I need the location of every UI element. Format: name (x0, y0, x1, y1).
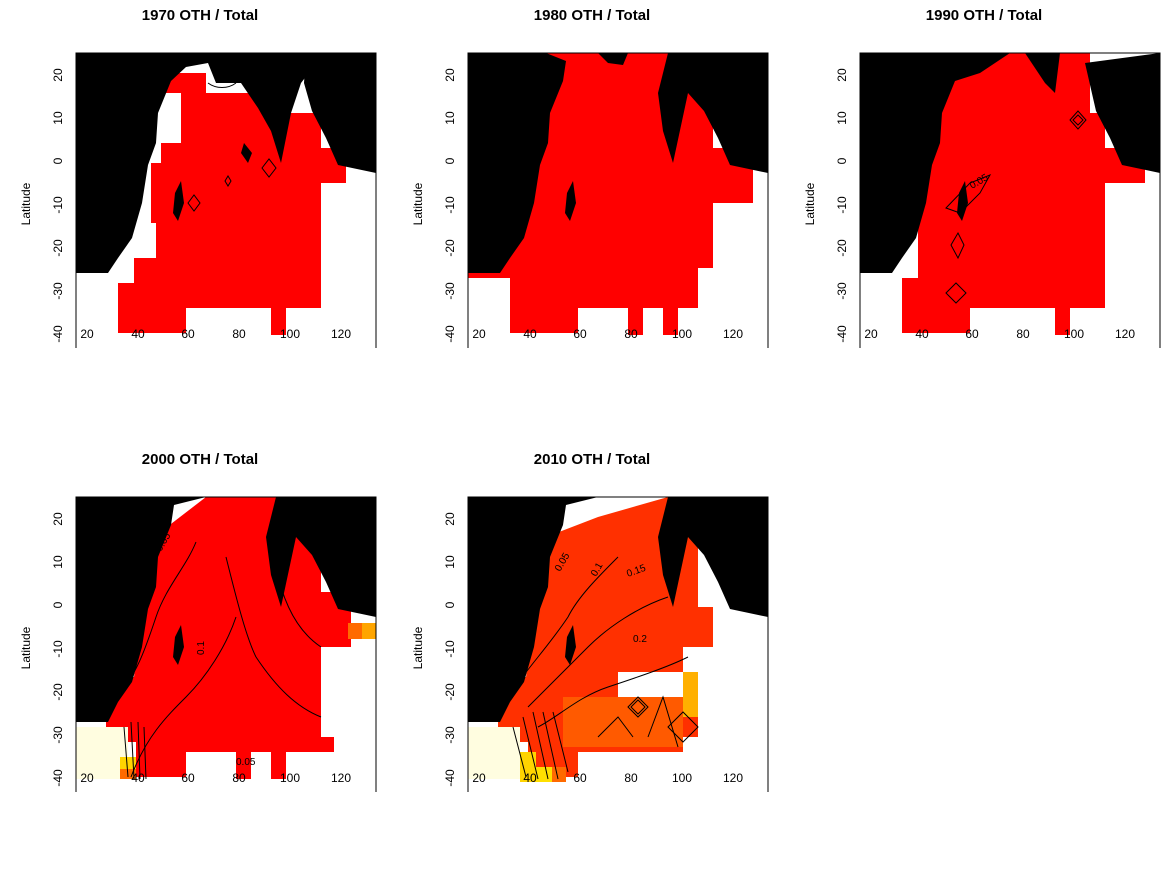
y-tick-label: 10 (443, 111, 457, 125)
x-tick-label: 20 (472, 327, 486, 341)
x-tick-label: 40 (523, 327, 537, 341)
x-tick-label: 80 (624, 327, 638, 341)
x-tick-label: 60 (573, 771, 587, 785)
x-tick-label: 100 (672, 771, 692, 785)
y-tick-label: -30 (443, 726, 457, 744)
x-tick-label: 100 (672, 327, 692, 341)
y-tick-label: 20 (51, 512, 65, 526)
y-tick-label: -40 (835, 325, 849, 343)
x-tick-label: 20 (864, 327, 878, 341)
x-tick-label: 60 (965, 327, 979, 341)
y-tick-label: 20 (443, 68, 457, 82)
contour-label: 0.05 (236, 757, 256, 768)
x-tick-label: 40 (131, 771, 145, 785)
y-tick-label: -30 (51, 282, 65, 300)
x-tick-label: 120 (723, 327, 743, 341)
y-tick-label: -10 (51, 640, 65, 658)
y-tick-label: -20 (51, 239, 65, 257)
y-tick-label: 0 (835, 157, 849, 164)
y-tick-label: 0 (51, 157, 65, 164)
y-tick-label: -10 (443, 640, 457, 658)
x-tick-label: 100 (280, 327, 300, 341)
map-panel-1980: 1980 OTH / Total Latitude Longitude 20 4… (402, 8, 782, 428)
map-panel-2000: 2000 OTH / Total Latitude Longitude 0.05… (10, 452, 390, 872)
y-tick-label: -30 (835, 282, 849, 300)
y-tick-label: -10 (443, 196, 457, 214)
y-tick-label: -20 (443, 239, 457, 257)
y-tick-label: -20 (51, 683, 65, 701)
map-panel-2010: 2010 OTH / Total Latitude Longitude 0.05 (402, 452, 782, 872)
y-tick-label: -30 (51, 726, 65, 744)
map-plot: 0.05 0.1 0.15 0.2 20 40 60 80 100 120 20… (443, 496, 769, 792)
map-panel-1970: 1970 OTH / Total Latitude Longitude 20 4… (10, 8, 390, 428)
y-tick-label: 0 (443, 601, 457, 608)
x-tick-label: 40 (915, 327, 929, 341)
y-tick-label: 20 (443, 512, 457, 526)
x-tick-label: 120 (723, 771, 743, 785)
x-tick-label: 120 (331, 327, 351, 341)
y-tick-label: -10 (51, 196, 65, 214)
x-tick-label: 80 (232, 327, 246, 341)
contour-label: 0.2 (633, 634, 647, 645)
y-tick-label: -40 (443, 769, 457, 787)
map-plot: 0.05 0.1 0.05 20 40 60 80 100 120 20100-… (51, 496, 377, 792)
x-tick-label: 20 (80, 771, 94, 785)
x-tick-label: 120 (1115, 327, 1135, 341)
x-tick-label: 120 (331, 771, 351, 785)
y-tick-label: -40 (51, 769, 65, 787)
panel-title: 2010 OTH / Total (533, 451, 651, 468)
y-tick-label: 10 (835, 111, 849, 125)
x-tick-label: 60 (573, 327, 587, 341)
x-tick-label: 40 (523, 771, 537, 785)
x-tick-label: 20 (80, 327, 94, 341)
x-tick-label: 20 (472, 771, 486, 785)
y-tick-label: 20 (835, 68, 849, 82)
x-tick-label: 100 (280, 771, 300, 785)
x-tick-label: 80 (232, 771, 246, 785)
y-tick-label: -40 (51, 325, 65, 343)
panel-title: 1990 OTH / Total (925, 7, 1043, 24)
y-tick-label: -40 (443, 325, 457, 343)
x-tick-label: 80 (624, 771, 638, 785)
y-tick-label: -30 (443, 282, 457, 300)
y-tick-label: 10 (51, 111, 65, 125)
y-tick-label: -20 (443, 683, 457, 701)
x-tick-label: 100 (1064, 327, 1084, 341)
contour-label: 0.1 (196, 641, 207, 655)
map-panel-1990: 1990 OTH / Total Latitude Longitude 0.05… (794, 8, 1174, 428)
x-tick-label: 60 (181, 771, 195, 785)
x-tick-label: 40 (131, 327, 145, 341)
y-tick-label: 10 (51, 555, 65, 569)
panel-title: 1970 OTH / Total (141, 7, 259, 24)
map-plot: 0.05 20 40 60 80 100 120 20100-10-20-30-… (835, 52, 1161, 348)
y-tick-label: -10 (835, 196, 849, 214)
y-tick-label: 20 (51, 68, 65, 82)
y-tick-label: 0 (51, 601, 65, 608)
y-tick-label: -20 (835, 239, 849, 257)
x-tick-label: 60 (181, 327, 195, 341)
y-tick-label: 0 (443, 157, 457, 164)
panel-title: 1980 OTH / Total (533, 7, 651, 24)
x-tick-label: 80 (1016, 327, 1030, 341)
panel-title: 2000 OTH / Total (141, 451, 259, 468)
y-tick-label: 10 (443, 555, 457, 569)
